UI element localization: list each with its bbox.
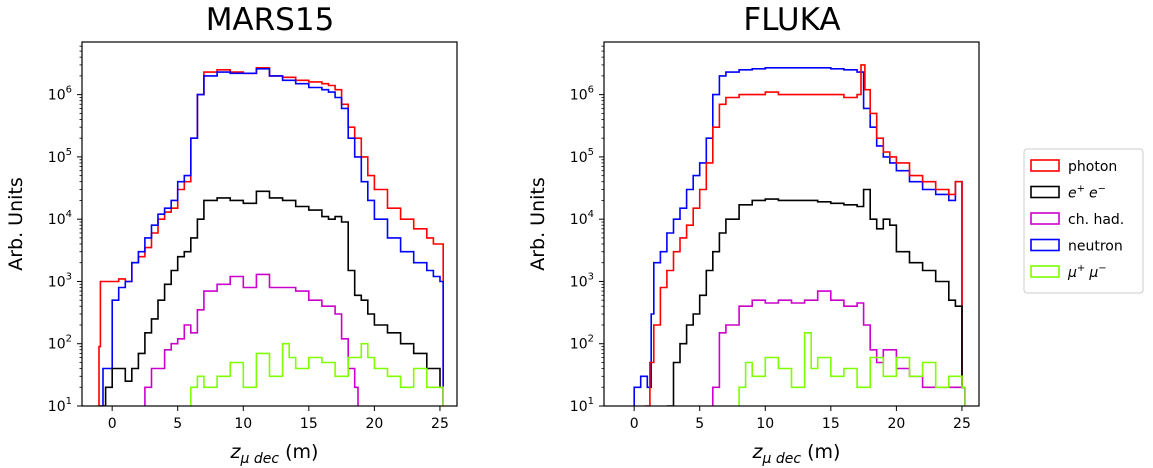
- neutron-histogram: [102, 68, 444, 406]
- y-tick-label: 104: [570, 209, 594, 228]
- legend-entry-label: photon: [1068, 159, 1117, 175]
- e-pm-histogram: [99, 190, 444, 406]
- y-tick-label: 102: [570, 334, 594, 353]
- y-tick-label: 105: [48, 147, 72, 166]
- mu-pm-histogram: [738, 332, 966, 406]
- y-tick-label: 105: [570, 147, 594, 166]
- x-tick-label: 20: [887, 416, 905, 432]
- mu-pm-histogram: [190, 342, 444, 406]
- y-tick-label: 101: [48, 396, 72, 415]
- legend-swatch: [1030, 265, 1060, 278]
- ch-had-histogram: [144, 273, 359, 406]
- x-axis-label: zμ dec (m): [752, 441, 841, 467]
- neutron-histogram: [633, 67, 966, 406]
- x-tick-label: 25: [953, 416, 971, 432]
- y-tick-label: 103: [570, 271, 594, 290]
- legend-swatch: [1030, 238, 1060, 252]
- x-tick-label: 25: [431, 416, 449, 432]
- photon-histogram: [644, 64, 966, 406]
- x-tick-label: 5: [173, 416, 182, 432]
- y-tick-label: 101: [570, 396, 594, 415]
- chart-title: FLUKA: [743, 2, 840, 38]
- photon-histogram: [98, 67, 444, 406]
- legend-entry-label: neutron: [1068, 239, 1123, 255]
- y-tick-label: 106: [48, 85, 72, 104]
- x-tick-label: 5: [695, 416, 704, 432]
- x-tick-label: 20: [365, 416, 383, 432]
- y-axis-label: Arb. Units: [5, 177, 27, 271]
- x-tick-label: 0: [108, 416, 117, 432]
- legend-swatch: [1030, 212, 1060, 225]
- legend-entry-label: ch. had.: [1068, 212, 1124, 228]
- x-axis-label: zμ dec (m): [230, 441, 319, 467]
- legend-entry-label: e+ e−: [1068, 184, 1106, 202]
- legend-entry-label: μ+ μ−: [1067, 263, 1107, 281]
- e-pm-histogram: [666, 188, 966, 406]
- plot-frame: [81, 41, 458, 407]
- y-tick-label: 106: [570, 85, 594, 104]
- fluka-panel: 0 5 10 15 20 25 101 102 103 104 105 106 FLUKA zμ dec …: [527, 2, 980, 467]
- x-tick-label: 0: [630, 416, 639, 432]
- x-tick-label: 15: [822, 416, 840, 432]
- legend: photon e+ e− ch. had. neutron μ+ μ−: [1023, 148, 1144, 294]
- x-tick-label: 15: [300, 416, 318, 432]
- ch-had-histogram: [712, 290, 966, 406]
- y-tick-label: 104: [48, 209, 72, 228]
- legend-box: [1023, 148, 1144, 294]
- x-tick-label: 10: [756, 416, 774, 432]
- y-tick-label: 103: [48, 271, 72, 290]
- legend-swatch: [1030, 185, 1060, 199]
- y-axis-label: Arb. Units: [527, 177, 549, 271]
- chart-title: MARS15: [206, 2, 335, 38]
- plot-frame: [603, 41, 980, 407]
- x-tick-label: 10: [234, 416, 252, 432]
- legend-swatch: [1030, 159, 1060, 172]
- mars15-panel: 0 5 10 15 20 25 101 102 103 104 105 106 MARS15 zμ dec…: [5, 2, 458, 467]
- y-tick-label: 102: [48, 334, 72, 353]
